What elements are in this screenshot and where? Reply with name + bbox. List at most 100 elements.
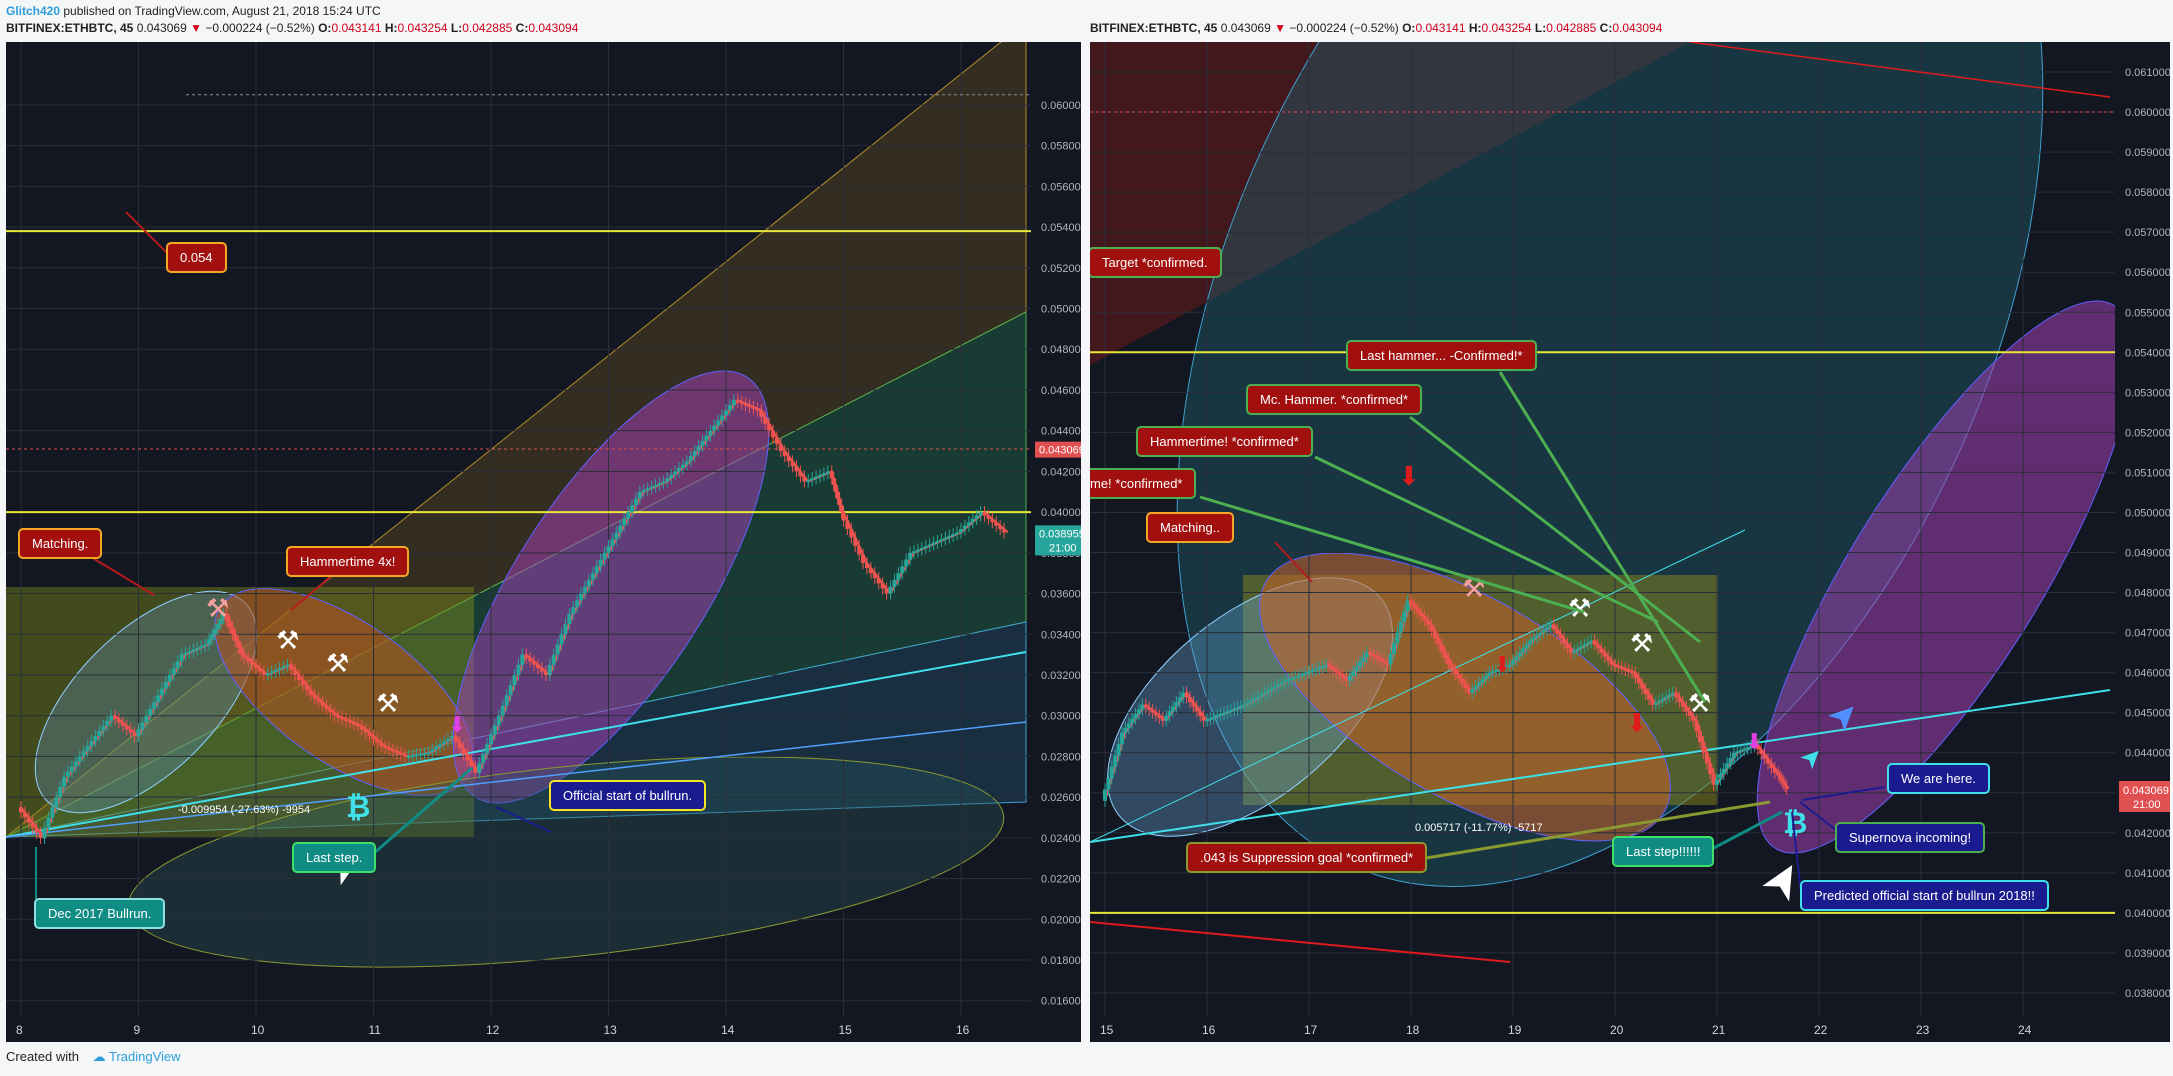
candle-body <box>1776 772 1781 776</box>
candle-body <box>236 641 241 648</box>
candle-body <box>199 646 204 649</box>
candle-body <box>673 471 678 475</box>
candle-body <box>265 673 270 676</box>
candle-body <box>1551 624 1556 630</box>
tradingview-logo[interactable]: ☁ TradingView <box>92 1049 181 1064</box>
candle-body <box>391 749 396 752</box>
candle-body <box>1439 644 1444 652</box>
tradingview-brand[interactable]: TradingView <box>109 1049 181 1064</box>
y-tick-label: 0.060000 <box>2125 107 2170 119</box>
right-chart[interactable]: 0.061000 0.060000 0.059000 0.058000 0.057000… <box>1090 42 2170 1042</box>
candle-body <box>680 464 685 468</box>
candle-body <box>1177 697 1182 703</box>
candle-body <box>355 724 360 727</box>
bar-timer-label: 21:00 <box>1049 542 1077 554</box>
x-tick-label: 14 <box>721 1023 735 1037</box>
x-tick-label: 22 <box>1814 1023 1828 1037</box>
candle-body <box>175 661 180 669</box>
candle-body <box>19 807 23 813</box>
candle-body <box>1201 716 1206 721</box>
candle-body <box>1684 706 1689 712</box>
candle-body <box>221 613 226 619</box>
candle-body <box>1259 694 1264 697</box>
candle-body <box>1140 704 1145 710</box>
candle-body <box>1534 635 1539 638</box>
left-chart[interactable]: 0.060000 0.058000 0.056000 0.054000 0.052000… <box>6 42 1081 1042</box>
callout-mc-hammer: Mc. Hammer. *confirmed* <box>1246 384 1423 415</box>
x-tick-label: 16 <box>1202 1023 1216 1037</box>
candle-body <box>128 729 133 733</box>
candle-body <box>1777 775 1782 779</box>
candle-body <box>1150 710 1155 713</box>
footer: Created with ☁ TradingView <box>6 1049 181 1065</box>
right-x-axis: 15 16 17 18 19 20 21 22 23 24 <box>1100 1023 2032 1037</box>
candle-body <box>203 644 208 647</box>
candle-body <box>1194 706 1199 712</box>
candle-body <box>594 566 599 574</box>
candle-body <box>1490 671 1495 674</box>
candle-body <box>1636 677 1641 684</box>
candle-body <box>1181 692 1186 698</box>
candle-body <box>85 746 90 752</box>
bar-timer-label: 21:00 <box>2133 799 2161 811</box>
candle-body <box>1514 656 1519 661</box>
candle-body <box>1483 675 1488 680</box>
candle-body <box>641 490 646 493</box>
arrow-down-magenta-icon: ⬇ <box>448 712 466 737</box>
callout-last-step: Last step. <box>292 842 377 873</box>
candle-body <box>720 415 725 421</box>
candle-body <box>1147 707 1152 711</box>
pointer-line <box>1709 810 1783 852</box>
candle-body <box>688 456 693 462</box>
candle-body <box>81 751 86 757</box>
candle-body <box>661 481 666 484</box>
candle-body <box>1517 652 1522 657</box>
callout-official-start: Official start of bullrun. <box>549 780 707 811</box>
candle-body <box>1143 704 1148 708</box>
candle-body <box>359 725 364 730</box>
change-label: −0.000224 (−0.52%) <box>205 21 315 35</box>
y-axis-bg <box>2115 42 2170 1042</box>
candle-body <box>481 753 486 764</box>
ellipse-hammer <box>1259 552 1671 842</box>
candle-body <box>1613 664 1617 667</box>
candle-body <box>1273 686 1277 689</box>
author-link[interactable]: Glitch420 <box>6 4 61 18</box>
arrow-down-red-icon: ⬇ <box>1398 461 1420 491</box>
candle-body <box>606 546 611 553</box>
candle-body <box>73 761 78 767</box>
candle-body <box>22 812 27 818</box>
created-with: Created with <box>6 1049 79 1064</box>
pointer-line <box>1498 371 1707 703</box>
candle-body <box>1460 678 1464 684</box>
current-price-label: 0.043069 <box>2123 785 2169 797</box>
hammer-icon: ⚒ <box>1688 688 1711 718</box>
x-tick-label: 11 <box>369 1023 382 1037</box>
low-value: 0.042885 <box>462 21 513 35</box>
candle-body <box>1670 692 1675 695</box>
candle-body <box>1781 780 1786 784</box>
candle-body <box>1106 778 1111 790</box>
candle-body <box>833 484 838 492</box>
candle-body <box>1160 718 1165 721</box>
candle-body <box>1419 612 1424 617</box>
close-value: 0.043094 <box>1612 21 1663 35</box>
candle-body <box>1609 660 1614 665</box>
high-value: 0.043254 <box>397 21 448 35</box>
candle-body <box>1545 627 1549 630</box>
candle-body <box>1630 671 1634 674</box>
candle-body <box>227 620 232 628</box>
candle-body <box>1432 631 1437 638</box>
candle-body <box>1154 712 1158 716</box>
candle-body <box>782 451 787 457</box>
candle-body <box>724 410 728 416</box>
pointer-line <box>1274 541 1313 583</box>
y-tick-label: 0.056000 <box>2125 267 2170 279</box>
candle-body <box>865 563 869 569</box>
candle-body <box>1245 702 1250 705</box>
candle-body <box>818 474 822 477</box>
candle-body <box>105 720 110 726</box>
